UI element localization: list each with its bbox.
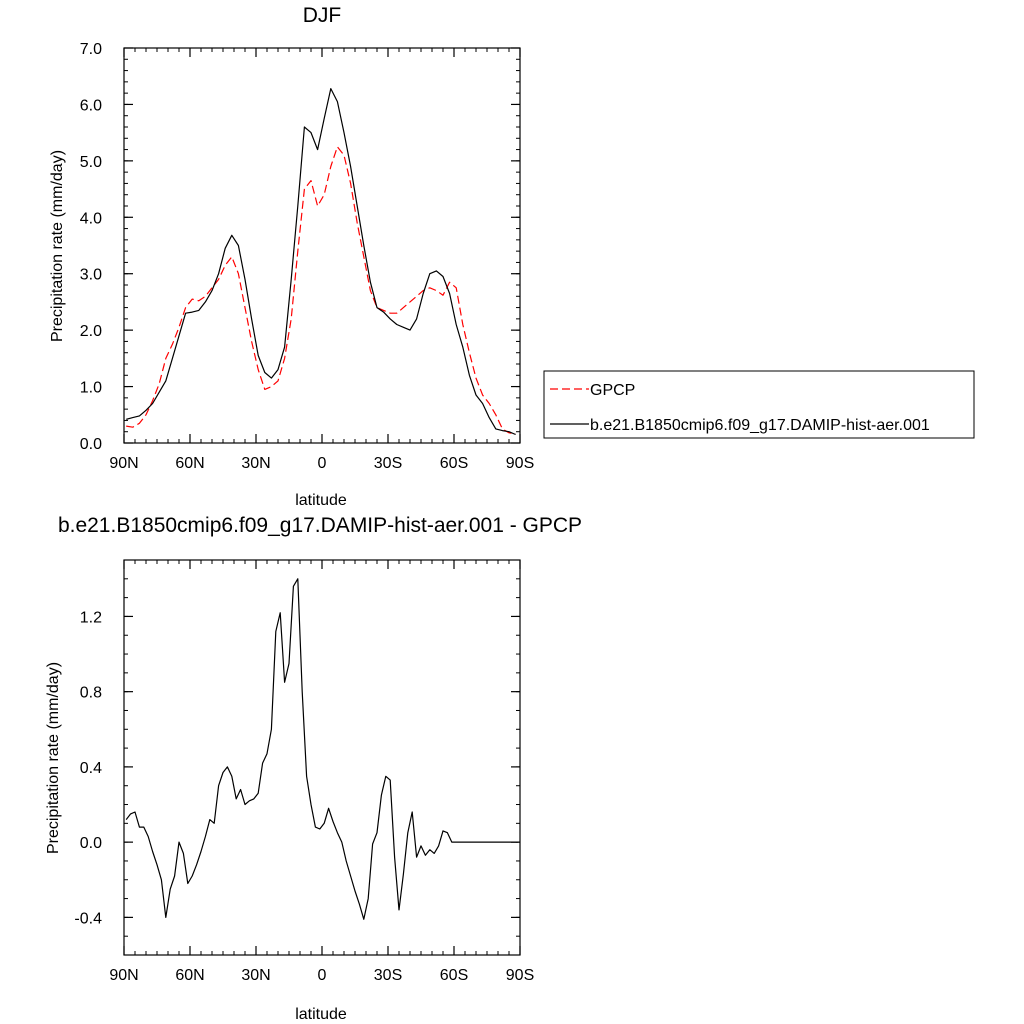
bottom-panel-title: b.e21.B1850cmip6.f09_g17.DAMIP-hist-aer.… (58, 514, 582, 537)
bottom-x-axis-label: latitude (295, 1006, 347, 1023)
bottom-y-tick-label: -0.4 (74, 910, 102, 927)
bottom-panel: b.e21.B1850cmip6.f09_g17.DAMIP-hist-aer.… (45, 514, 582, 1023)
top-x-tick-label: 0 (318, 455, 327, 472)
top-y-tick-label: 0.0 (80, 436, 102, 453)
top-x-tick-label: 90S (506, 455, 534, 472)
top-x-tick-label: 90N (109, 455, 138, 472)
top-series-line-0 (126, 146, 516, 435)
bottom-x-tick-label: 30N (241, 967, 270, 984)
bottom-y-tick-label: 0.4 (80, 760, 102, 777)
top-y-tick-label: 1.0 (80, 380, 102, 397)
top-plot-frame (123, 47, 521, 444)
top-y-tick-label: 4.0 (80, 210, 102, 227)
top-y-axis-label: Precipitation rate (mm/day) (49, 150, 66, 342)
top-y-tick-label: 5.0 (80, 154, 102, 171)
top-x-tick-label: 30S (374, 455, 402, 472)
top-panel-title: DJF (303, 4, 342, 27)
top-y-tick-label: 2.0 (80, 323, 102, 340)
bottom-x-tick-label: 60N (175, 967, 204, 984)
legend-label-model: b.e21.B1850cmip6.f09_g17.DAMIP-hist-aer.… (590, 417, 930, 434)
top-series-line-1 (126, 87, 516, 436)
legend-label-gpcp: GPCP (590, 382, 635, 399)
legend-box (543, 370, 975, 439)
bottom-y-tick-label: 0.8 (80, 685, 102, 702)
bottom-x-tick-label: 0 (318, 967, 327, 984)
top-x-tick-label: 30N (241, 455, 270, 472)
top-x-tick-label: 60S (440, 455, 468, 472)
top-y-tick-label: 7.0 (80, 41, 102, 58)
bottom-x-tick-label: 30S (374, 967, 402, 984)
top-plot-area: 90N 60N 30N 0 30S 60S 90S 0.0 1.0 2.0 3.0 4.0 5.0 6.0… (80, 41, 534, 472)
top-y-tick-label: 3.0 (80, 267, 102, 284)
bottom-y-tick-label: 1.2 (80, 609, 102, 626)
bottom-y-tick-label: 0.0 (80, 835, 102, 852)
top-x-axis-label: latitude (295, 492, 347, 509)
top-panel: DJF 90N 60N 30N 0 30S 60S 90S 0.0 1.0 2.0 3.0 4.0 5.… (49, 4, 975, 509)
legend: GPCP b.e21.B1850cmip6.f09_g17.DAMIP-hist… (543, 370, 975, 439)
top-x-tick-label: 60N (175, 455, 204, 472)
bottom-plot-frame (123, 559, 521, 956)
bottom-x-tick-label: 90S (506, 967, 534, 984)
bottom-x-tick-label: 90N (109, 967, 138, 984)
top-y-tick-label: 6.0 (80, 97, 102, 114)
bottom-series-line-0 (125, 578, 518, 920)
bottom-y-axis-label: Precipitation rate (mm/day) (45, 662, 62, 854)
bottom-x-tick-label: 60S (440, 967, 468, 984)
bottom-plot-area: 90N 60N 30N 0 30S 60S 90S -0.4 0.0 0.4 0.8 1.2 (74, 559, 534, 984)
